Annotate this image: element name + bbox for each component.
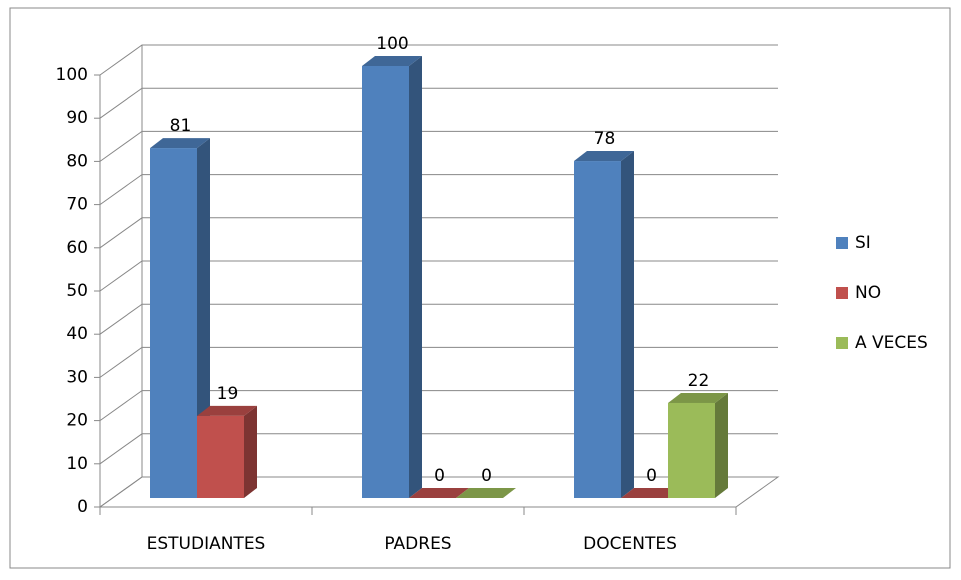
- legend-swatch: [836, 287, 848, 299]
- data-label: 100: [376, 34, 408, 54]
- y-tick-label: 10: [66, 454, 88, 474]
- grid-line: [99, 130, 778, 162]
- bar: [362, 66, 409, 498]
- data-label: 0: [434, 466, 445, 486]
- bar-top: [621, 488, 681, 498]
- bar-top: [456, 488, 516, 498]
- legend-swatch: [836, 237, 848, 249]
- y-tick-label: 30: [66, 367, 88, 387]
- bar-side: [409, 56, 422, 498]
- y-tick-label: 50: [66, 281, 88, 301]
- bar: [668, 402, 715, 498]
- bar-top: [409, 488, 469, 498]
- grid-line: [99, 217, 778, 249]
- grid-line: [99, 303, 778, 335]
- grid-line: [99, 433, 778, 465]
- y-tick-label: 70: [66, 195, 88, 215]
- x-tick-label: PADRES: [384, 534, 451, 554]
- y-tick-label: 40: [66, 324, 88, 344]
- legend-label: A VECES: [855, 333, 928, 353]
- grid-line: [99, 390, 778, 422]
- data-label: 22: [688, 371, 710, 391]
- bar-side: [244, 405, 257, 498]
- bar: [197, 415, 244, 498]
- grid-line: [99, 44, 778, 76]
- data-label: 78: [594, 129, 616, 149]
- bar-side: [621, 151, 634, 499]
- bar-top: [150, 138, 210, 149]
- data-label: 0: [481, 466, 492, 486]
- x-tick-label: DOCENTES: [583, 534, 677, 554]
- bar-side: [715, 392, 728, 498]
- data-label: 81: [170, 116, 192, 136]
- bar: [150, 148, 197, 498]
- bar-top: [574, 151, 634, 162]
- y-tick-label: 0: [77, 497, 88, 517]
- y-tick-label: 90: [66, 108, 88, 128]
- legend-label: NO: [855, 283, 881, 303]
- bar-side: [197, 138, 210, 498]
- data-label: 0: [646, 466, 657, 486]
- x-tick-label: ESTUDIANTES: [147, 534, 266, 554]
- grid-line: [99, 346, 778, 378]
- bar-top: [362, 56, 422, 66]
- y-tick-label: 100: [56, 65, 88, 85]
- grid-line: [99, 87, 778, 119]
- y-tick-label: 60: [66, 238, 88, 258]
- data-label: 19: [217, 384, 239, 404]
- bar-top: [197, 405, 257, 416]
- grid-line: [99, 174, 778, 206]
- bar-top: [668, 392, 728, 403]
- legend-label: SI: [855, 233, 871, 253]
- y-tick-label: 20: [66, 411, 88, 431]
- y-tick-label: 80: [66, 151, 88, 171]
- grid-line: [99, 260, 778, 292]
- legend-swatch: [836, 337, 848, 349]
- bar: [574, 161, 621, 499]
- grid-line: [99, 476, 778, 508]
